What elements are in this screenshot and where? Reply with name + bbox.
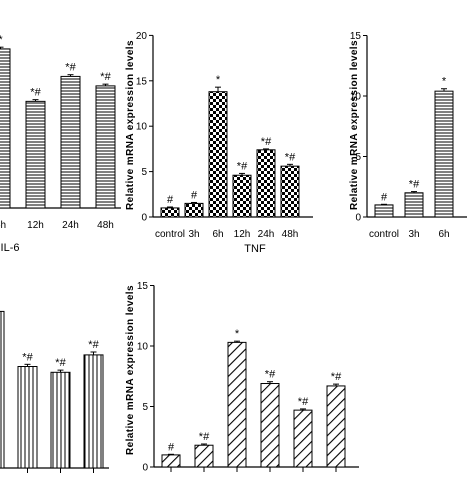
third-bar-2 [404, 192, 424, 218]
fifth-bar-3 [227, 341, 247, 468]
il6-category-label: 12h [27, 220, 44, 231]
fourth-significance-mark: *# [88, 339, 99, 351]
tnf-significance-mark: # [167, 194, 174, 206]
il6-bar-3 [60, 75, 81, 209]
il6-significance-mark: *# [30, 87, 41, 99]
tnf-bar-6 [280, 165, 300, 218]
fifth-y-axis-label: Relative mRNA expression levels [125, 285, 136, 455]
tnf-bar-2 [184, 202, 204, 218]
tnf-category-label: 12h [234, 229, 251, 240]
third-bar-1 [374, 204, 394, 218]
il6-chart-panel: * 6h *# 12h *# 24h *# 48h IL-6 [0, 34, 121, 254]
fifth-bar-5 [293, 409, 313, 468]
fifth-bar-1 [161, 454, 181, 468]
fifth-significance-mark: *# [199, 431, 210, 443]
il6-significance-mark: *# [65, 62, 76, 74]
tnf-category-label: 24h [258, 229, 275, 240]
tnf-significance-mark: *# [285, 151, 296, 163]
third-category-label: control [369, 229, 399, 240]
fourth-bar-1 [0, 310, 5, 469]
third-significance-mark: *# [409, 179, 420, 191]
tnf-category-label: control [155, 229, 185, 240]
third-y-tick-label: 5 [355, 152, 361, 163]
third-significance-mark: # [381, 191, 388, 203]
tnf-y-tick-label: 10 [136, 122, 148, 133]
tnf-bar-5 [256, 149, 276, 218]
il6-significance-mark: *# [100, 71, 111, 83]
fifth-significance-mark: *# [331, 371, 342, 383]
fourth-bar-4 [83, 354, 104, 469]
tnf-bar-1 [160, 207, 180, 218]
tnf-y-tick-label: 0 [141, 213, 147, 224]
il6-panel-title: IL-6 [1, 242, 20, 254]
fifth-significance-mark: *# [298, 396, 309, 408]
tnf-category-label: 6h [212, 229, 223, 240]
fifth-significance-mark: # [168, 441, 175, 453]
il6-category-label: 48h [97, 220, 114, 231]
third-y-axis-label: Relative mRNA expression levels [349, 40, 360, 210]
tnf-y-tick-label: 15 [136, 76, 148, 87]
tnf-significance-mark: # [191, 189, 198, 201]
fifth-y-tick-label: 5 [142, 402, 148, 413]
third-category-label: 3h [408, 229, 419, 240]
fourth-significance-mark: *# [55, 357, 66, 369]
tnf-y-tick-label: 20 [136, 31, 148, 42]
fifth-y-tick-label: 15 [137, 281, 149, 292]
fifth-significance-mark: * [235, 328, 240, 340]
third-y-tick-label: 10 [350, 92, 362, 103]
il6-category-label: 6h [0, 220, 6, 231]
fifth-y-tick-label: 10 [137, 342, 149, 353]
il6-category-label: 24h [62, 220, 79, 231]
tnf-significance-mark: * [216, 74, 221, 86]
fifth-bar-2 [194, 444, 214, 468]
tnf-category-label: 3h [188, 229, 199, 240]
third-y-tick-label: 0 [355, 213, 361, 224]
il6-significance-mark: * [0, 34, 3, 46]
fourth-chart-panel: **#*#*# [0, 310, 109, 473]
il6-bar-4 [95, 85, 116, 209]
fourth-significance-mark: *# [22, 351, 33, 363]
tnf-significance-mark: *# [237, 160, 248, 172]
tnf-y-tick-label: 5 [141, 167, 147, 178]
third-category-label: 6h [438, 229, 449, 240]
tnf-bar-4 [232, 174, 252, 218]
tnf-panel-title: TNF [244, 243, 266, 255]
third-y-tick-label: 15 [350, 31, 362, 42]
fifth-significance-mark: *# [265, 369, 276, 381]
il6-bar-1 [0, 48, 11, 209]
fourth-bar-3 [50, 371, 71, 469]
tnf-category-label: 48h [282, 229, 299, 240]
third-bar-3 [434, 90, 454, 218]
third-significance-mark: * [442, 76, 447, 88]
tnf-bar-3 [208, 91, 228, 218]
fifth-y-tick-label: 0 [142, 463, 148, 474]
fifth-bar-4 [260, 383, 280, 468]
fifth-bar-6 [326, 385, 346, 468]
il6-bar-2 [25, 100, 46, 209]
fourth-bar-2 [17, 366, 38, 469]
tnf-significance-mark: *# [261, 136, 272, 148]
tnf-y-axis-label: Relative mRNA expression levels [125, 40, 136, 210]
